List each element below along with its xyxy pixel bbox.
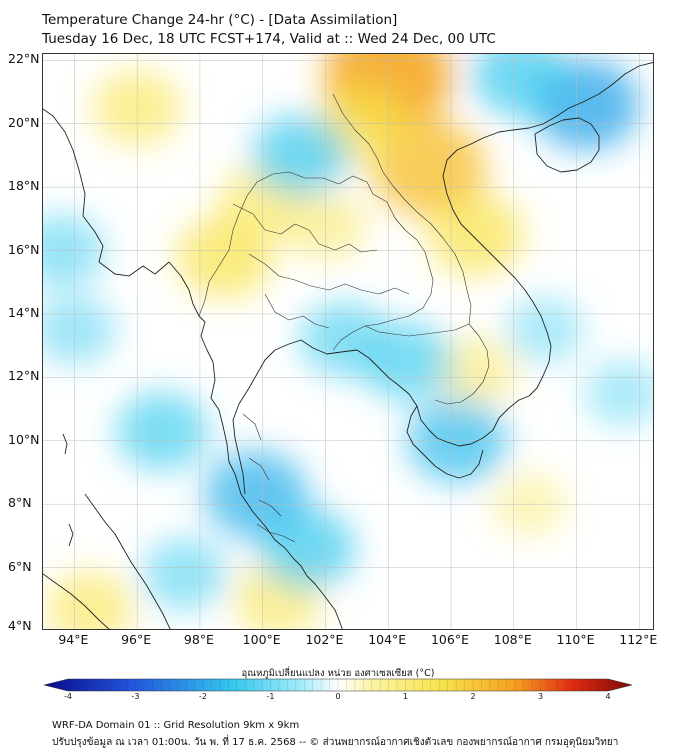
- colorbar-tick-label: 0: [335, 692, 341, 701]
- colorbar-tick-label: -2: [199, 692, 207, 701]
- latitude-label: 8°N: [8, 495, 32, 511]
- coastline-mainland: [43, 108, 343, 629]
- colorbar-tick-label: 4: [605, 692, 611, 701]
- longitude-label: 96°E: [121, 632, 152, 647]
- colorbar-title: อุณหภูมิเปลี่ยนแปลง หน่วย องศาเซลเซียส (…: [241, 668, 435, 679]
- longitude-label: 98°E: [183, 632, 214, 647]
- latitude-label: 20°N: [8, 114, 40, 130]
- colorbar-tick-label: 3: [537, 692, 544, 701]
- colorbar-tick-label: -1: [266, 692, 275, 701]
- anomaly-blob-24: [584, 360, 653, 427]
- anomaly-blob-25: [506, 296, 585, 363]
- longitude-label: 104°E: [368, 632, 407, 647]
- anomaly-blob-7: [45, 571, 135, 629]
- border-thai-malaysia: [256, 523, 296, 543]
- anomaly-blob-19: [299, 301, 389, 378]
- border-cambodia: [364, 323, 490, 405]
- latitude-label: 6°N: [8, 558, 32, 574]
- anomaly-blob-3: [428, 193, 525, 276]
- border-laos-vietnam: [332, 93, 472, 325]
- anomaly-blob-22: [43, 295, 116, 365]
- anomaly-blob-20: [116, 391, 209, 471]
- anomaly-blob-17: [258, 507, 355, 590]
- map-panel[interactable]: [42, 53, 654, 630]
- coastline-gulf-of-thailand: [232, 62, 653, 495]
- footer-update-info: ปรับปรุงข้อมูล ณ เวลา 01:00น. วัน พ. ที่…: [52, 737, 619, 748]
- map-title: Temperature Change 24-hr (°C) - [Data As…: [42, 12, 398, 28]
- footer-model-info: WRF-DA Domain 01 :: Grid Resolution 9km …: [52, 720, 300, 731]
- anomaly-blob-13: [472, 54, 569, 117]
- latitude-label: 4°N: [8, 618, 32, 633]
- latitude-label: 16°N: [8, 241, 40, 257]
- coastline-malay-west: [84, 493, 171, 629]
- colorbar-gradient: [43, 678, 633, 692]
- colorbar: [43, 678, 633, 692]
- longitude-label: 100°E: [242, 632, 281, 647]
- border-thai-laos-mekong: [332, 193, 434, 351]
- coastline-hainan: [534, 117, 600, 173]
- coastline-sumatra: [43, 573, 110, 629]
- anomaly-blob-23: [141, 537, 227, 611]
- latitude-label: 12°N: [8, 368, 40, 384]
- longitude-label: 102°E: [305, 632, 344, 647]
- temperature-change-map: [43, 54, 653, 629]
- colorbar-tick-label: 1: [402, 692, 409, 701]
- border-thai-myanmar: [198, 171, 374, 317]
- border-provinces-north: [232, 203, 410, 329]
- longitude-label: 108°E: [493, 632, 532, 647]
- anomaly-blob-10: [435, 336, 517, 406]
- longitude-label: 112°E: [619, 632, 658, 647]
- latitude-label: 18°N: [8, 178, 40, 194]
- colorbar-tick-label: 2: [470, 692, 476, 701]
- colorbar-tick-label: -3: [131, 692, 140, 701]
- border-provinces-south: [242, 413, 282, 517]
- longitude-label: 106°E: [430, 632, 469, 647]
- coastline-andaman-islands: [62, 433, 74, 547]
- coastline-mekong-delta: [406, 405, 484, 479]
- map-subtitle: Tuesday 16 Dec, 18 UTC FCST+174, Valid a…: [42, 31, 496, 47]
- colorbar-tick-label: -4: [64, 692, 72, 701]
- longitude-label: 94°E: [58, 632, 89, 647]
- latitude-label: 22°N: [8, 51, 40, 67]
- longitude-label: 110°E: [556, 632, 595, 647]
- anomaly-blob-14: [252, 114, 349, 197]
- latitude-label: 10°N: [8, 431, 40, 447]
- latitude-label: 14°N: [8, 304, 40, 320]
